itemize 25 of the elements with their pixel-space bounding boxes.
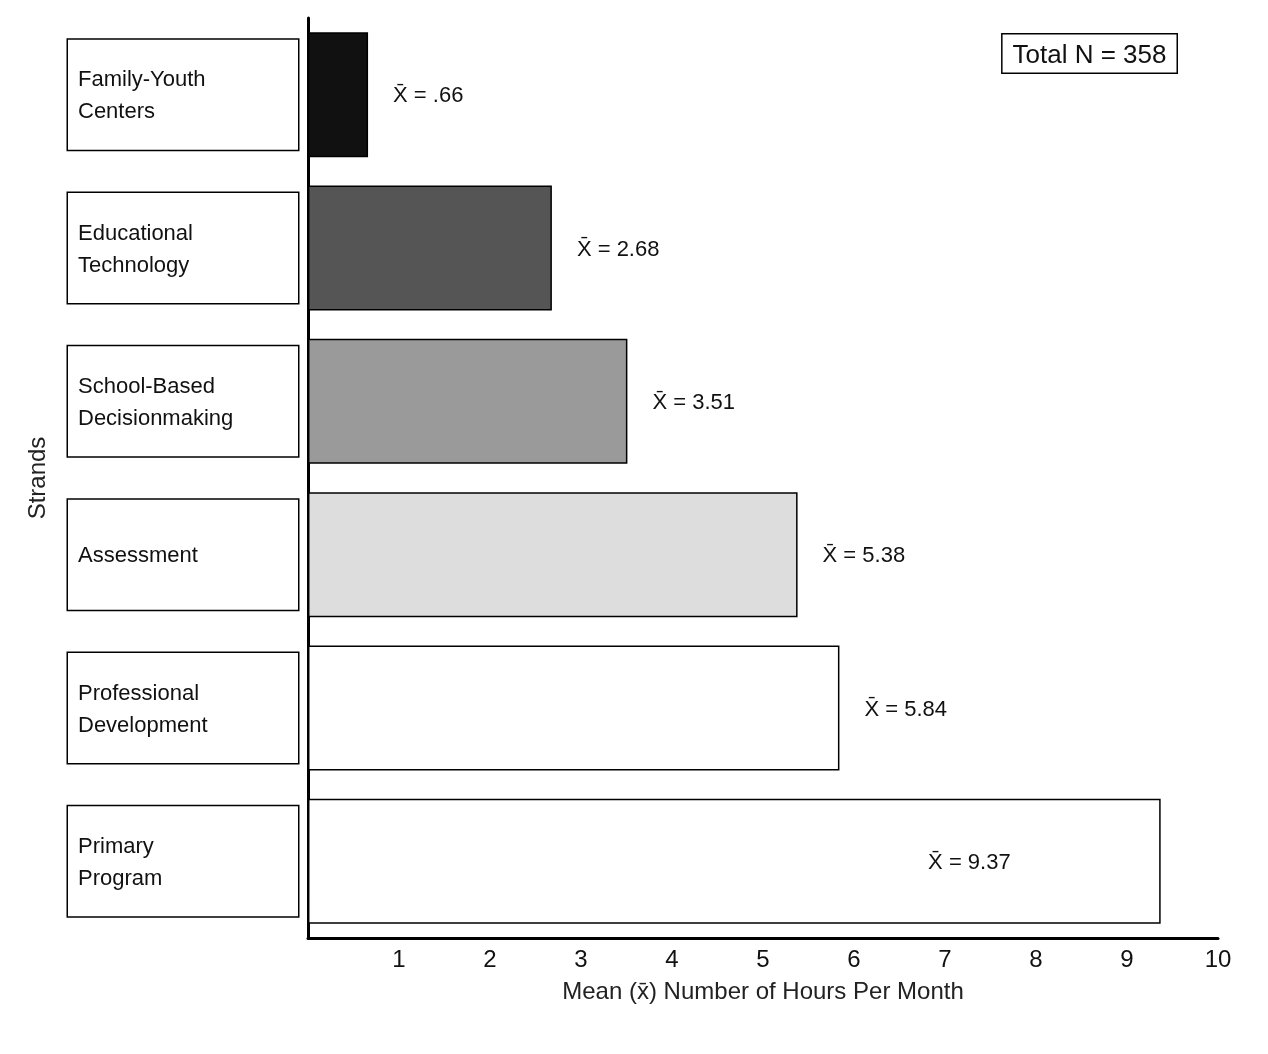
x-tick-label: 9 bbox=[1120, 944, 1134, 972]
data-label: X̄ = 5.84 bbox=[864, 695, 948, 721]
data-label: X̄ = 2.68 bbox=[576, 235, 660, 261]
data-label: X̄ = 9.37 bbox=[928, 848, 1011, 874]
x-tick-label: 6 bbox=[847, 944, 861, 972]
x-tick-label: 1 bbox=[392, 944, 406, 972]
data-label: X̄ = 3.51 bbox=[652, 388, 735, 414]
x-tick-label: 2 bbox=[483, 944, 497, 972]
data-label: X̄ = .66 bbox=[393, 82, 464, 108]
x-axis-title: Mean (x̄) Number of Hours Per Month bbox=[562, 976, 964, 1004]
x-tick-label: 8 bbox=[1029, 944, 1043, 972]
y-tick-label: Family-Youth Centers bbox=[78, 66, 206, 124]
annotation: Total N = 358 bbox=[1012, 38, 1167, 69]
y-axis-title: Strands bbox=[22, 436, 50, 520]
y-tick-label: School-Based Decisionmaking bbox=[78, 372, 234, 430]
y-tick-label: Professional Development bbox=[78, 679, 208, 737]
y-tick-label: Educational Technology bbox=[78, 219, 193, 277]
x-tick-label: 3 bbox=[574, 944, 588, 972]
data-label: X̄ = 5.38 bbox=[822, 542, 906, 568]
x-tick-label: 10 bbox=[1204, 944, 1232, 972]
x-tick-label: 4 bbox=[665, 944, 679, 972]
x-tick-label: 5 bbox=[756, 944, 770, 972]
x-tick-label: 7 bbox=[938, 944, 952, 972]
y-tick-label: Primary Program bbox=[78, 832, 163, 890]
y-tick-label: Assessment bbox=[78, 542, 198, 568]
